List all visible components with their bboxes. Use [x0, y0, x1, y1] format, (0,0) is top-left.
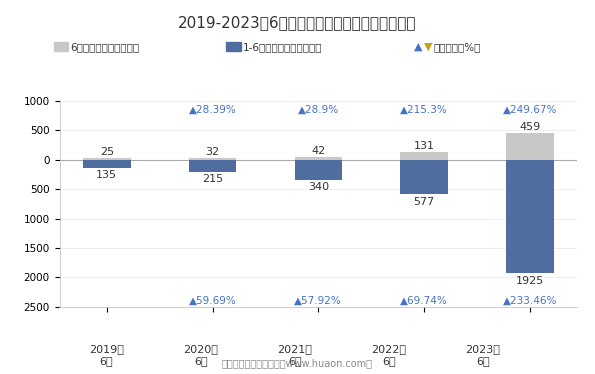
Bar: [295, 157, 342, 160]
Text: 1925: 1925: [516, 276, 544, 286]
Text: ▲: ▲: [414, 42, 422, 52]
Text: 32: 32: [205, 147, 220, 157]
Text: 25: 25: [100, 147, 114, 157]
Text: ▲215.3%: ▲215.3%: [400, 104, 448, 114]
Text: 135: 135: [96, 170, 117, 180]
Text: 42: 42: [311, 146, 325, 156]
Text: 459: 459: [519, 122, 540, 132]
Text: 同比增长（%）: 同比增长（%）: [433, 42, 481, 52]
Text: 2021年
6月: 2021年 6月: [277, 344, 312, 366]
Bar: [506, 160, 553, 273]
Bar: [506, 133, 553, 160]
Text: 215: 215: [202, 174, 223, 184]
Text: 2019年
6月: 2019年 6月: [89, 344, 124, 366]
Bar: [295, 160, 342, 180]
Text: 2020年
6月: 2020年 6月: [183, 344, 218, 366]
Bar: [83, 160, 131, 168]
Text: 131: 131: [414, 141, 434, 151]
Bar: [189, 160, 236, 172]
Text: 2019-2023年6月郑州商品交易所棉花期权成交量: 2019-2023年6月郑州商品交易所棉花期权成交量: [178, 15, 416, 30]
Bar: [400, 152, 448, 160]
Text: ▲69.74%: ▲69.74%: [400, 296, 448, 306]
Text: 2023年
6月: 2023年 6月: [466, 344, 500, 366]
Text: 制图：华经产业研究院（www.huaon.com）: 制图：华经产业研究院（www.huaon.com）: [222, 359, 373, 368]
Text: ▲28.9%: ▲28.9%: [298, 104, 339, 114]
Text: ▲28.39%: ▲28.39%: [189, 104, 236, 114]
Bar: [83, 158, 131, 160]
Text: 6月期权成交量（万手）: 6月期权成交量（万手）: [70, 42, 139, 52]
Text: ▲233.46%: ▲233.46%: [503, 296, 557, 306]
Text: 577: 577: [414, 197, 435, 206]
Text: 340: 340: [308, 182, 329, 192]
Text: ▲57.92%: ▲57.92%: [295, 296, 342, 306]
Text: 1-6月期权成交量（万手）: 1-6月期权成交量（万手）: [243, 42, 322, 52]
Text: ▲59.69%: ▲59.69%: [189, 296, 236, 306]
Bar: [400, 160, 448, 194]
Text: ▼: ▼: [424, 42, 432, 52]
Bar: [189, 158, 236, 160]
Text: 2022年
6月: 2022年 6月: [371, 344, 406, 366]
Text: ▲249.67%: ▲249.67%: [503, 104, 557, 114]
